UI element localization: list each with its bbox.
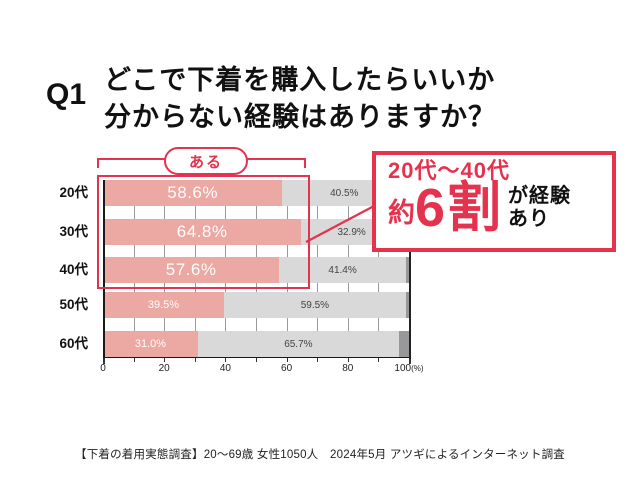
category-label-20代: 20代 — [59, 185, 88, 200]
x-axis-tick-70 — [317, 358, 319, 362]
x-axis-number-100: 100(%) — [394, 363, 424, 374]
callout-main: 約 6割 が経験 あり — [388, 178, 602, 238]
bar-value-label: 65.7% — [284, 338, 313, 350]
question-title-line1: どこで下着を購入したらいいか — [104, 65, 496, 95]
aru-bracket-end-right — [304, 158, 306, 168]
bar-value-label: 58.6% — [167, 183, 218, 202]
aru-bracket-end-left — [97, 158, 99, 168]
bar-segment-ある-40代: 57.6% — [103, 257, 280, 283]
bar-segment-gray-40代: 41.4% — [279, 257, 406, 283]
category-label-60代: 60代 — [59, 336, 88, 351]
x-axis-tick-80 — [347, 358, 349, 362]
bar-segment-dark-50代 — [405, 292, 409, 318]
x-axis: 0 20 40 60 80 100(%) — [100, 356, 424, 378]
bar-segment-dark-40代 — [405, 257, 409, 283]
y-axis-line — [103, 180, 105, 357]
x-axis-unit: (%) — [411, 364, 424, 373]
highlight-rectangle-20s-40s — [97, 175, 310, 289]
x-axis-tick-40 — [225, 358, 227, 362]
bar-value-label: 31.0% — [134, 338, 167, 350]
x-axis-tick-60 — [286, 358, 288, 362]
y-axis-labels: 20代 30代 40代 50代 60代 — [40, 180, 96, 357]
x-axis-number-20: 20 — [158, 363, 170, 374]
question-title-line2: 分からない経験はありますか？ — [104, 102, 496, 132]
question-number: Q1 — [46, 78, 87, 111]
bar-segment-gray-60代: 65.7% — [197, 331, 399, 357]
gridline-100pct — [409, 180, 411, 359]
bar-value-label: 41.4% — [328, 264, 357, 276]
bar-row-60代: 31.0% 65.7% — [103, 331, 409, 357]
x-axis-tick-30 — [194, 358, 196, 362]
question-title: どこで下着を購入したらいいか 分からない経験はありますか？ — [104, 62, 496, 136]
bar-segment-dark-60代 — [398, 331, 409, 357]
x-axis-number-40: 40 — [219, 363, 231, 374]
callout-suffix: が経験 あり — [508, 185, 571, 231]
bar-segment-ある-60代: 31.0% — [103, 331, 198, 357]
bar-segment-gray-50代: 59.5% — [223, 292, 406, 318]
x-axis-tick-50 — [256, 358, 257, 362]
x-axis-number-0: 0 — [100, 363, 106, 374]
callout-headline: 6割 — [415, 178, 504, 238]
x-axis-tick-90 — [378, 358, 380, 362]
bar-row-50代: 39.5% 59.5% — [103, 292, 409, 318]
x-axis-number-60: 60 — [281, 363, 293, 374]
bar-segment-ある-20代: 58.6% — [103, 180, 283, 206]
bar-value-label: 64.8% — [176, 222, 228, 241]
x-axis-tick-0 — [103, 358, 105, 364]
bar-row-30代: 64.8% 32.9% — [103, 219, 409, 245]
callout-suffix-line1: が経験 — [508, 184, 572, 207]
bar-row-40代: 57.6% 41.4% — [103, 257, 409, 283]
callout-box: 20代〜40代 約 6割 が経験 あり — [372, 151, 616, 252]
bar-segment-ある-30代: 64.8% — [103, 219, 302, 245]
bar-segment-ある-50代: 39.5% — [103, 292, 224, 318]
category-label-50代: 50代 — [59, 297, 88, 312]
x-axis-number-80: 80 — [342, 363, 354, 374]
bar-value-label: 59.5% — [300, 299, 330, 311]
callout-age-range: 20代〜40代 — [388, 158, 510, 183]
callout-suffix-line2: あり — [508, 207, 551, 230]
bar-value-label: 40.5% — [330, 187, 359, 199]
x-axis-line — [103, 356, 411, 358]
bar-value-label: 39.5% — [147, 299, 180, 311]
aru-legend-pill: ある — [164, 147, 248, 175]
survey-source-note: 【下着の着用実態調査】20〜69歳 女性1050人 2024年5月 アツギによる… — [75, 449, 565, 461]
category-label-40代: 40代 — [59, 262, 88, 277]
callout-approx: 約 — [388, 197, 415, 228]
x-axis-tick-10 — [133, 358, 135, 362]
x-axis-tick-100 — [409, 358, 411, 364]
bar-value-label: 57.6% — [165, 260, 217, 279]
bar-value-label: 32.9% — [337, 226, 366, 238]
callout-connector-line — [305, 205, 375, 243]
x-axis-tick-20 — [164, 358, 166, 362]
category-label-30代: 30代 — [59, 224, 88, 239]
